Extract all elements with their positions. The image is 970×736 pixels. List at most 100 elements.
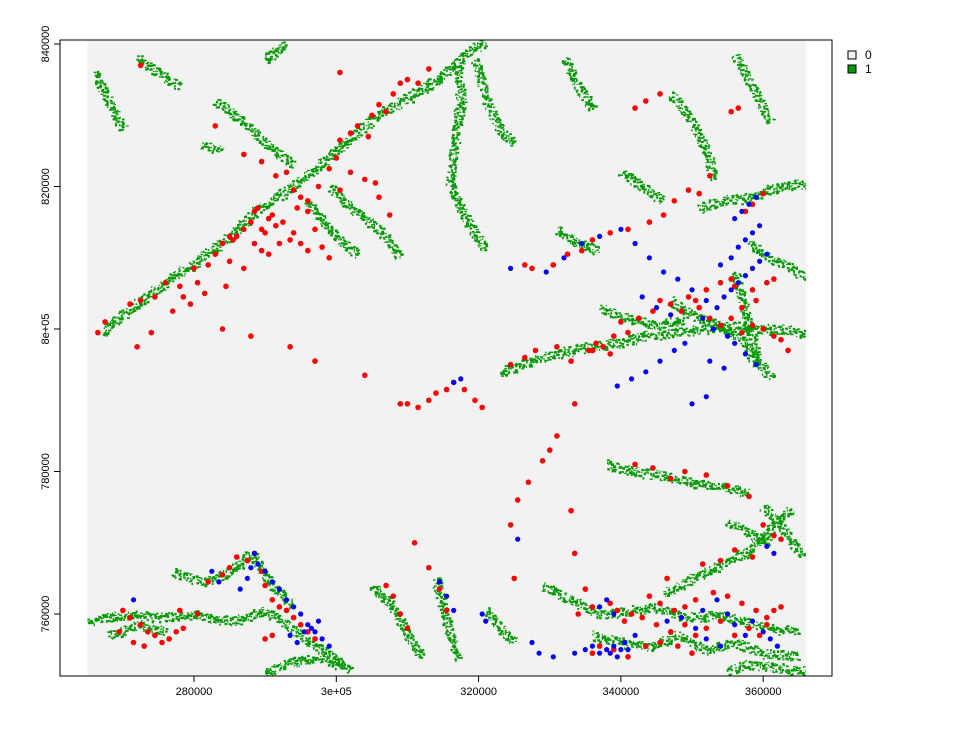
class-1-cell bbox=[483, 80, 485, 82]
class-1-cell bbox=[323, 647, 325, 650]
class-1-cell bbox=[202, 259, 204, 262]
class-1-cell bbox=[366, 218, 368, 220]
class-1-cell bbox=[707, 573, 710, 576]
class-1-cell bbox=[441, 601, 444, 604]
class-1-cell bbox=[474, 75, 477, 77]
class-1-cell bbox=[157, 626, 160, 629]
class-1-cell bbox=[397, 104, 399, 107]
class-1-cell bbox=[744, 329, 746, 332]
class-1-cell bbox=[340, 657, 343, 660]
class-1-cell bbox=[364, 131, 367, 133]
class-1-cell bbox=[283, 186, 285, 189]
class-1-cell bbox=[412, 649, 415, 652]
class-1-cell bbox=[453, 109, 456, 112]
class-1-cell bbox=[542, 584, 545, 587]
class-1-cell bbox=[739, 641, 742, 643]
class-1-cell bbox=[480, 247, 482, 251]
class-1-cell bbox=[350, 206, 354, 209]
class-1-cell bbox=[458, 58, 461, 61]
class-1-cell bbox=[106, 335, 108, 337]
class-1-cell bbox=[503, 636, 505, 639]
class-1-cell bbox=[481, 247, 484, 249]
class-1-cell bbox=[535, 355, 537, 358]
class-1-cell bbox=[208, 576, 212, 578]
class-1-cell bbox=[698, 612, 701, 614]
class-1-cell bbox=[475, 238, 479, 240]
class-1-cell bbox=[426, 91, 429, 94]
class-1-cell bbox=[182, 575, 186, 577]
class-1-cell bbox=[452, 68, 456, 70]
class-1-cell bbox=[583, 344, 586, 347]
class-1-cell bbox=[575, 347, 579, 349]
class-1-cell bbox=[211, 580, 214, 583]
class-1-cell bbox=[261, 609, 265, 611]
class-1-cell bbox=[657, 328, 659, 330]
class-1-cell bbox=[409, 97, 413, 101]
class-1-cell bbox=[341, 146, 344, 149]
class-1-cell bbox=[726, 325, 730, 328]
class-1-cell bbox=[328, 663, 332, 665]
class-1-cell bbox=[355, 137, 357, 139]
class-1-cell bbox=[265, 573, 269, 577]
class-1-cell bbox=[196, 575, 199, 577]
class-1-cell bbox=[640, 321, 644, 325]
class-1-cell bbox=[206, 578, 209, 580]
class-1-cell bbox=[215, 106, 219, 109]
class-1-cell bbox=[781, 324, 785, 326]
class-1-cell bbox=[283, 603, 286, 605]
class-1-cell bbox=[680, 638, 683, 641]
class-1-cell bbox=[436, 577, 439, 581]
class-1-cell bbox=[728, 557, 732, 559]
class-1-cell bbox=[652, 319, 654, 322]
class-1-cell bbox=[614, 636, 617, 640]
class-1-cell bbox=[608, 339, 612, 341]
class-1-cell bbox=[455, 93, 458, 96]
class-1-cell bbox=[735, 327, 737, 330]
class-1-cell bbox=[452, 69, 454, 72]
class-1-cell bbox=[716, 613, 720, 616]
class-1-cell bbox=[224, 107, 228, 109]
class-1-cell bbox=[338, 143, 341, 145]
class-1-cell bbox=[120, 317, 124, 320]
class-1-cell bbox=[496, 122, 500, 124]
class-1-cell bbox=[269, 611, 272, 613]
class-1-cell bbox=[780, 329, 784, 332]
class-1-cell bbox=[454, 204, 458, 206]
class-1-cell bbox=[641, 607, 643, 610]
class-1-cell bbox=[324, 224, 328, 227]
class-1-cell bbox=[460, 123, 464, 127]
class-1-cell bbox=[224, 623, 227, 626]
class-1-cell bbox=[709, 330, 711, 332]
class-1-cell bbox=[792, 658, 795, 661]
class-1-cell bbox=[767, 535, 770, 537]
class-1-cell bbox=[277, 592, 280, 594]
class-1-cell bbox=[498, 121, 501, 123]
class-1-cell bbox=[769, 534, 771, 537]
class-1-cell bbox=[701, 646, 703, 648]
class-1-cell bbox=[673, 631, 676, 633]
class-1-cell bbox=[796, 331, 798, 334]
class-1-cell bbox=[351, 137, 354, 140]
class-1-cell bbox=[504, 629, 507, 632]
class-1-cell bbox=[231, 616, 234, 619]
class-1-cell bbox=[671, 613, 675, 615]
class-1-cell bbox=[503, 637, 506, 639]
class-1-cell bbox=[795, 652, 799, 655]
class-1-cell bbox=[458, 118, 462, 120]
class-1-cell bbox=[361, 213, 364, 215]
class-1-cell bbox=[684, 579, 687, 581]
class-1-cell bbox=[611, 608, 615, 612]
class-1-cell bbox=[268, 614, 270, 617]
class-1-cell bbox=[287, 626, 289, 629]
class-1-cell bbox=[104, 331, 107, 334]
class-1-cell bbox=[461, 96, 463, 98]
class-1-cell bbox=[457, 197, 459, 201]
class-1-cell bbox=[112, 324, 116, 327]
class-1-cell bbox=[668, 608, 670, 610]
class-1-cell bbox=[625, 613, 627, 615]
class-1-cell bbox=[297, 180, 300, 183]
class-1-cell bbox=[308, 643, 311, 645]
class-1-cell bbox=[112, 612, 114, 614]
class-1-cell bbox=[400, 254, 402, 256]
class-1-cell bbox=[238, 618, 242, 622]
